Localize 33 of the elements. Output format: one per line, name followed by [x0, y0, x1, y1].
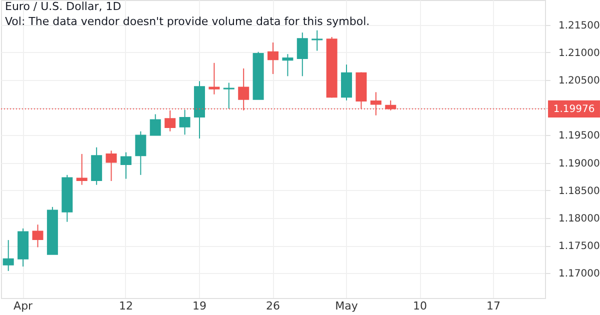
candlestick: [76, 153, 88, 186]
ref-line-label: 1.19976: [553, 104, 595, 115]
x-tick-label: 17: [486, 300, 501, 312]
candlestick: [120, 152, 132, 180]
candlestick: [208, 62, 220, 95]
candlestick: [135, 130, 146, 176]
annotation: Vol: The data vendor doesn't provide volume data for this symbol.: [5, 15, 370, 28]
candlestick: [312, 30, 323, 52]
x-tick-label: 26: [266, 300, 280, 312]
x-tick-label: 19: [192, 300, 206, 312]
candlestick: [32, 224, 44, 248]
x-tick-label: 10: [413, 300, 428, 312]
chart-title: Euro / U.S. Dollar, 1D: [5, 0, 122, 13]
candlestick: [2, 240, 14, 272]
y-tick-label: 1.21000: [558, 48, 600, 59]
candlestick: [150, 114, 161, 136]
y-tick-label: 1.17500: [558, 241, 600, 252]
x-tick-label: May: [335, 300, 358, 312]
candlestick: [268, 42, 278, 74]
y-tick-label: 1.21500: [558, 20, 600, 32]
candlestick: [282, 54, 294, 77]
y-tick-label: 1.18500: [558, 186, 600, 197]
y-tick-label: 1.18000: [558, 213, 600, 224]
y-tick-label: 1.20500: [558, 76, 600, 87]
y-tick-label: 1.19500: [558, 130, 600, 142]
candlestick: [179, 109, 190, 136]
y-tick-label: 1.19000: [558, 158, 600, 170]
candlestick: [223, 82, 234, 110]
y-tick-label: 1.17000: [558, 268, 600, 280]
x-tick-label: 12: [118, 300, 133, 312]
x-tick-label: Apr: [14, 300, 34, 312]
candlestick: [296, 32, 308, 77]
candlestick: [106, 150, 117, 182]
